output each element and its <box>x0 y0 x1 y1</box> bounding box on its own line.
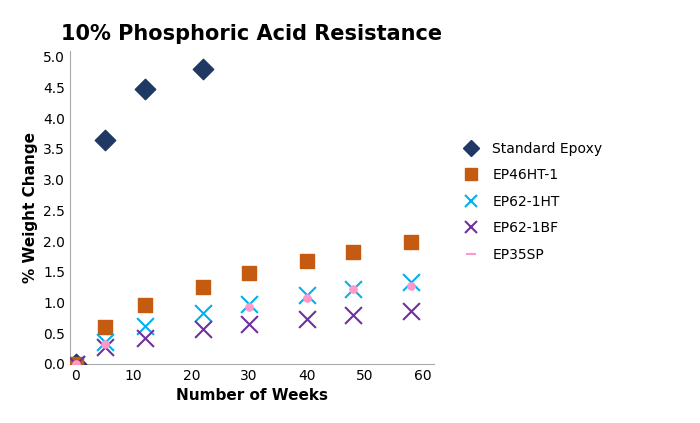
EP62-1BF <box>139 335 150 341</box>
EP62-1HT <box>301 291 312 298</box>
EP46HT-1 <box>70 360 81 367</box>
EP35SP <box>301 295 312 302</box>
EP62-1HT <box>139 322 150 329</box>
EP62-1HT <box>197 310 209 316</box>
EP35SP <box>70 360 81 367</box>
EP35SP <box>99 341 111 348</box>
EP46HT-1 <box>99 324 111 330</box>
EP62-1BF <box>405 308 416 314</box>
EP35SP <box>244 304 255 311</box>
EP62-1HT <box>405 279 416 286</box>
Standard Epoxy <box>139 85 150 92</box>
EP46HT-1 <box>197 284 209 291</box>
EP62-1BF <box>244 321 255 327</box>
Y-axis label: % Weight Change: % Weight Change <box>22 132 38 283</box>
EP46HT-1 <box>139 302 150 309</box>
Title: 10% Phosphoric Acid Resistance: 10% Phosphoric Acid Resistance <box>62 24 442 44</box>
EP46HT-1 <box>244 269 255 276</box>
Standard Epoxy <box>70 360 81 367</box>
EP46HT-1 <box>301 258 312 265</box>
EP62-1HT <box>244 300 255 307</box>
EP35SP <box>347 286 358 292</box>
EP62-1BF <box>347 311 358 318</box>
EP62-1BF <box>99 343 111 350</box>
X-axis label: Number of Weeks: Number of Weeks <box>176 388 328 403</box>
EP46HT-1 <box>347 249 358 255</box>
EP62-1HT <box>347 286 358 292</box>
EP62-1BF <box>301 316 312 322</box>
EP35SP <box>405 283 416 289</box>
Legend: Standard Epoxy, EP46HT-1, EP62-1HT, EP62-1BF, EP35SP: Standard Epoxy, EP46HT-1, EP62-1HT, EP62… <box>452 136 608 267</box>
Standard Epoxy <box>197 66 209 73</box>
EP62-1HT <box>70 360 81 367</box>
EP62-1HT <box>99 339 111 346</box>
EP62-1BF <box>70 360 81 367</box>
EP46HT-1 <box>405 239 416 246</box>
EP62-1BF <box>197 325 209 332</box>
Standard Epoxy <box>99 136 111 143</box>
